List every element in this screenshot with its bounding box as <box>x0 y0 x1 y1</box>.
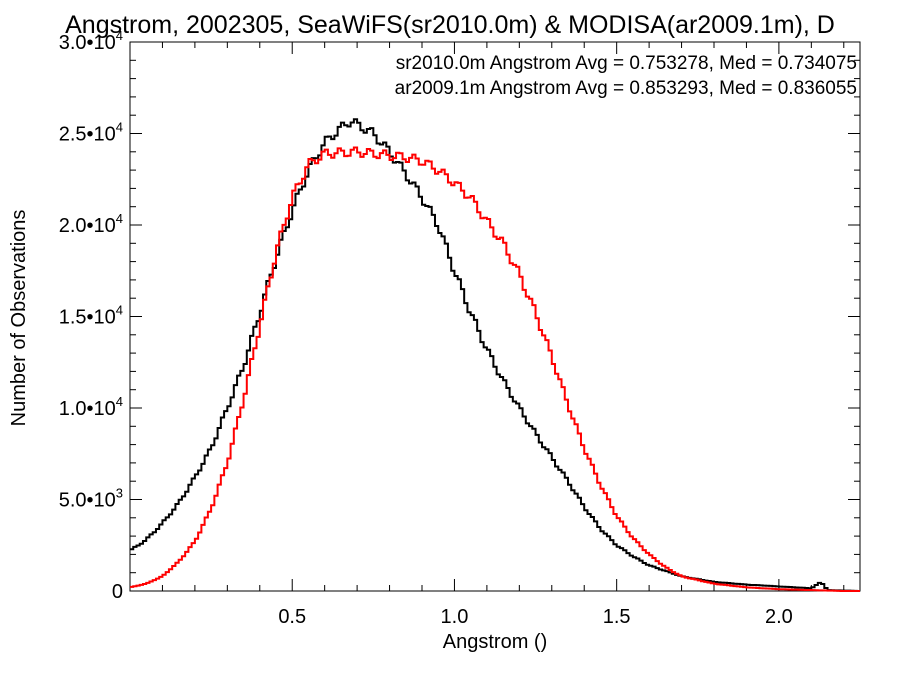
y-tick-label: 5.0•103 <box>59 486 123 512</box>
x-tick-label: 1.5 <box>603 606 631 628</box>
chart-title: Angstrom, 2002305, SeaWiFS(sr2010.0m) & … <box>65 11 835 39</box>
y-tick-label: 1.0•104 <box>59 394 123 420</box>
legend-annotation-sr2010: sr2010.0m Angstrom Avg = 0.753278, Med =… <box>396 53 857 74</box>
y-tick-exponent: 4 <box>116 28 123 43</box>
x-tick-label: 1.0 <box>441 606 469 628</box>
y-tick-mantissa: 2.0•10 <box>59 215 116 237</box>
x-tick-label: 0.5 <box>278 606 306 628</box>
y-tick-exponent: 4 <box>116 211 123 226</box>
y-tick-exponent: 4 <box>116 394 123 409</box>
y-tick-mantissa: 2.5•10 <box>59 124 116 146</box>
y-tick-label: 1.5•104 <box>59 303 123 329</box>
y-tick-mantissa: 5.0•10 <box>59 490 116 512</box>
histogram-series-0 <box>130 118 860 592</box>
y-tick-label: 2.0•104 <box>59 211 123 237</box>
legend-annotation-ar2009: ar2009.1m Angstrom Avg = 0.853293, Med =… <box>395 78 857 99</box>
plot-frame <box>129 41 861 592</box>
y-tick-mantissa: 0 <box>112 581 123 603</box>
y-tick-label: 2.5•104 <box>59 120 123 146</box>
y-tick-exponent: 4 <box>116 303 123 318</box>
y-tick-mantissa: 1.0•10 <box>59 398 116 420</box>
y-tick-label: 0 <box>112 581 123 603</box>
histogram-series-1 <box>130 146 860 592</box>
x-axis-label: Angstrom () <box>443 631 547 653</box>
y-axis-label: Number of Observations <box>8 210 30 427</box>
x-tick-label: 2.0 <box>765 606 793 628</box>
y-tick-label: 3.0•104 <box>59 28 123 54</box>
y-tick-exponent: 3 <box>116 486 123 501</box>
y-tick-mantissa: 1.5•10 <box>59 307 116 329</box>
y-tick-exponent: 4 <box>116 120 123 135</box>
y-tick-mantissa: 3.0•10 <box>59 32 116 54</box>
